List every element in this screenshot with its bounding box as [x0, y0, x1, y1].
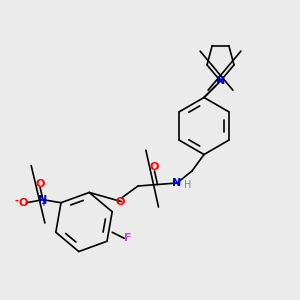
Text: -: - [15, 195, 19, 205]
Text: +: + [40, 201, 46, 207]
Text: O: O [115, 196, 125, 207]
Text: O: O [19, 198, 28, 208]
Text: O: O [35, 178, 45, 188]
Text: H: H [184, 180, 191, 190]
Text: F: F [124, 233, 131, 243]
Text: N: N [172, 178, 182, 188]
Text: O: O [150, 162, 159, 172]
Text: N: N [38, 195, 48, 205]
Text: N: N [216, 76, 225, 86]
